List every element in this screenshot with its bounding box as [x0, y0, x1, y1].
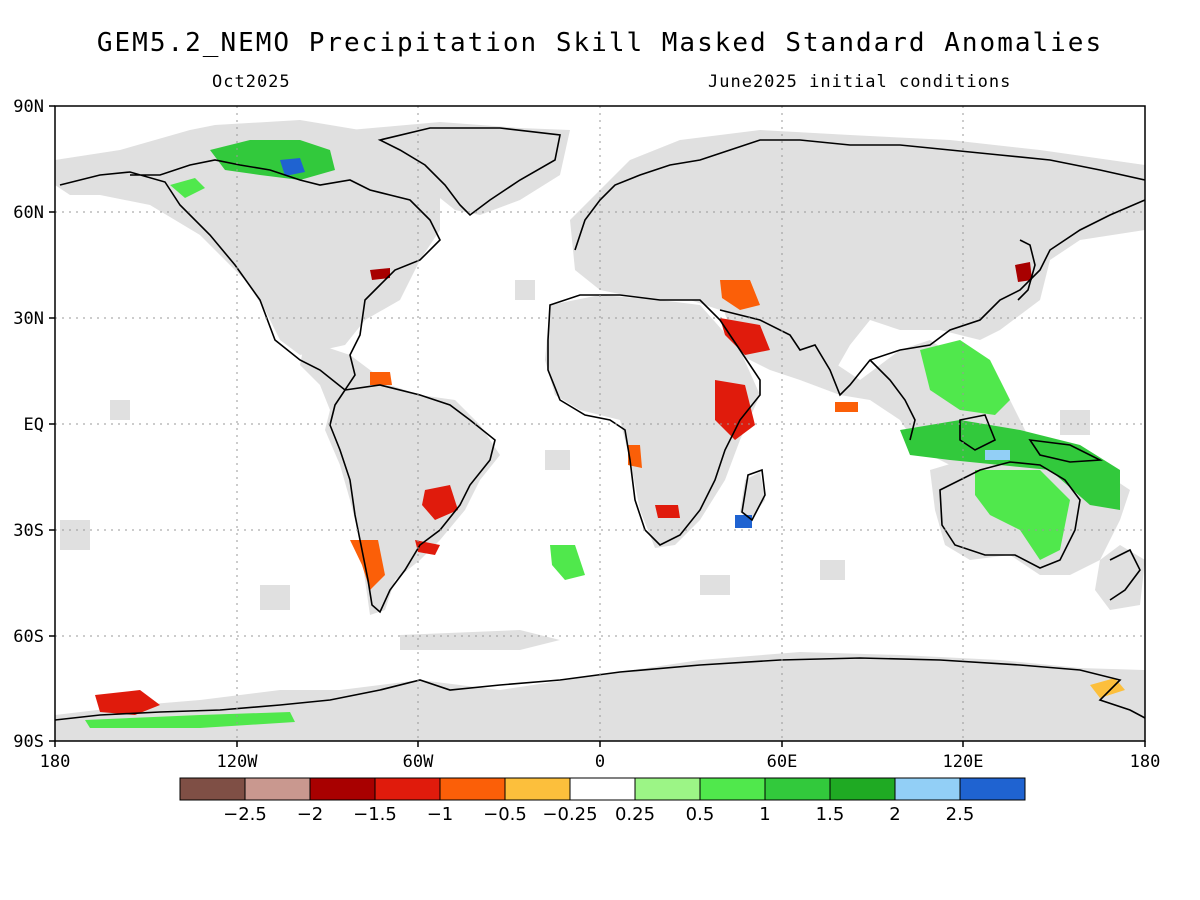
colorbar-swatch — [309, 777, 376, 801]
coastlines — [54, 127, 1146, 721]
colorbar-swatch — [504, 777, 571, 801]
lon-label-60w: 60W — [403, 752, 434, 772]
lon-label-0: 0 — [595, 752, 605, 772]
positive-anomaly-australia — [975, 470, 1070, 560]
coast-north-america — [59, 159, 441, 392]
lat-label-90s: 90S — [13, 732, 44, 752]
coast-borneo — [959, 414, 997, 451]
colorbar-swatch — [374, 777, 441, 801]
colorbar-label: −0.25 — [542, 804, 597, 825]
strong-positive-anomaly-arctic — [280, 158, 305, 176]
masked-new-zealand — [1095, 545, 1145, 610]
positive-anomaly-alaska — [170, 178, 205, 198]
colorbar-swatch — [829, 777, 896, 801]
colorbar-label: −2 — [297, 804, 324, 825]
negative-anomaly-south-africa — [655, 505, 680, 518]
colorbar-label: 2.5 — [946, 804, 975, 825]
colorbar-swatch — [179, 777, 246, 801]
negative-anomaly-antarctica-west — [95, 690, 160, 715]
coast-madagascar — [741, 468, 766, 522]
coast-europe — [574, 139, 1146, 251]
lat-label-60s: 60S — [13, 627, 44, 647]
negative-anomaly-middle-east — [720, 280, 760, 310]
masked-africa — [545, 295, 760, 548]
colorbar-swatch — [439, 777, 506, 801]
negative-anomaly-arabia — [720, 318, 770, 355]
coast-new-guinea — [1028, 438, 1103, 463]
axis-ticks — [49, 105, 1146, 747]
colorbar-swatch — [244, 777, 311, 801]
colorbar-swatch — [764, 777, 831, 801]
masked-antarctica — [55, 652, 1145, 741]
coast-arabia-india — [719, 199, 1146, 397]
negative-anomaly-chile — [350, 540, 385, 590]
coast-africa — [547, 294, 761, 546]
masked-south-america — [300, 340, 500, 615]
colorbar-swatch — [634, 777, 701, 801]
positive-anomaly-antarctica-west — [85, 712, 295, 728]
colorbar-label: 1 — [759, 804, 770, 825]
graticule — [55, 106, 1145, 741]
weak-positive-anomaly-indonesia — [985, 450, 1010, 460]
lat-label-30s: 30S — [13, 521, 44, 541]
masked-southern-ocean — [400, 630, 560, 650]
positive-anomaly-philippines — [920, 340, 1010, 415]
anomaly-patches — [85, 140, 1125, 728]
coast-asia-south — [869, 359, 916, 441]
initial-conditions-label: June2025 initial conditions — [708, 72, 1012, 92]
colorbar-label: 0.5 — [686, 804, 715, 825]
colorbar-label: −1 — [427, 804, 454, 825]
lat-label-eq: EQ — [24, 415, 44, 435]
lon-label-180e: 180 — [1130, 752, 1161, 772]
coast-new-zealand — [1109, 548, 1141, 601]
colorbar-label: 0.25 — [615, 804, 655, 825]
negative-anomaly-japan — [1015, 262, 1032, 282]
masked-regions — [55, 120, 1145, 741]
lon-label-60e: 60E — [767, 752, 798, 772]
negative-anomaly-bay-of-bengal — [835, 402, 858, 412]
lat-label-60n: 60N — [13, 203, 44, 223]
colorbar-label: 1.5 — [816, 804, 845, 825]
strong-positive-anomaly-madagascar — [735, 515, 752, 528]
colorbar-swatch — [569, 777, 636, 801]
colorbar-label: −0.5 — [483, 804, 527, 825]
positive-anomaly-indonesia — [900, 420, 1120, 510]
map-title: GEM5.2_NEMO Precipitation Skill Masked S… — [96, 28, 1104, 58]
coast-south-america — [329, 384, 496, 614]
colorbar-swatch — [699, 777, 766, 801]
coast-japan — [1017, 239, 1036, 301]
negative-anomaly-angola — [628, 445, 642, 468]
colorbar: −2.5 −2 −1.5 −1 −0.5 −0.25 0.25 0.5 1 1.5 2 2.5 — [179, 777, 1026, 825]
negative-anomaly-us-east — [370, 268, 390, 280]
colorbar-label: 2 — [889, 804, 900, 825]
negative-anomaly-east-africa — [715, 380, 755, 440]
lat-label-30n: 30N — [13, 309, 44, 329]
coast-antarctica — [54, 657, 1146, 721]
colorbar-swatch — [959, 777, 1026, 801]
lon-label-120w: 120W — [217, 752, 259, 772]
valid-month-label: Oct2025 — [212, 72, 291, 92]
masked-greenland — [350, 122, 570, 215]
lon-label-180w: 180 — [40, 752, 71, 772]
positive-anomaly-south-atlantic — [550, 545, 585, 580]
negative-anomaly-central-america — [370, 372, 392, 385]
lat-label-90n: 90N — [13, 97, 44, 117]
coast-greenland — [377, 127, 561, 217]
colorbar-label: −1.5 — [353, 804, 397, 825]
coast-australia — [939, 461, 1081, 569]
negative-anomaly-brazil — [422, 485, 458, 520]
lon-label-120e: 120E — [943, 752, 984, 772]
colorbar-swatch — [894, 777, 961, 801]
colorbar-label: −2.5 — [223, 804, 267, 825]
